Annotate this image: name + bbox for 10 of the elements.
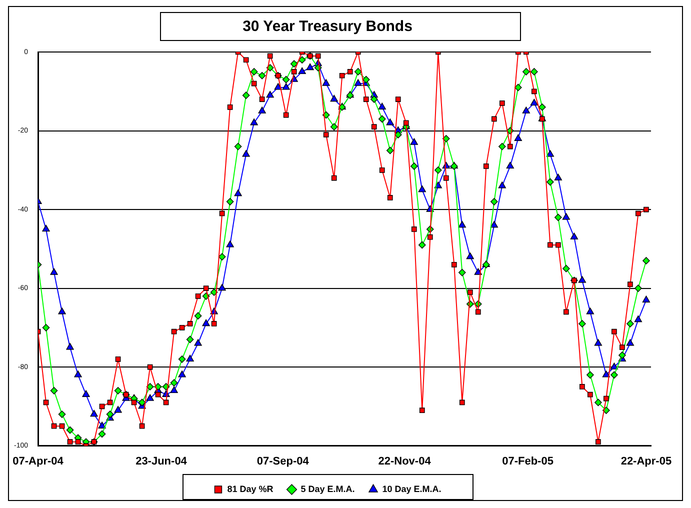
legend-label: 5 Day E.M.A. — [300, 484, 355, 494]
legend-label: 10 Day E.M.A. — [382, 484, 442, 494]
x-tick-label: 07-Sep-04 — [256, 455, 310, 468]
legend-label: 81 Day %R — [227, 484, 274, 494]
x-tick-label: 07-Apr-04 — [12, 455, 64, 468]
x-tick-label: 22-Apr-05 — [620, 455, 672, 468]
x-tick-label: 23-Jun-04 — [136, 455, 188, 468]
x-tick-label: 22-Nov-04 — [378, 455, 432, 468]
x-tick-label: 07-Feb-05 — [502, 455, 554, 468]
chart-title: 30 Year Treasury Bonds — [242, 18, 412, 36]
